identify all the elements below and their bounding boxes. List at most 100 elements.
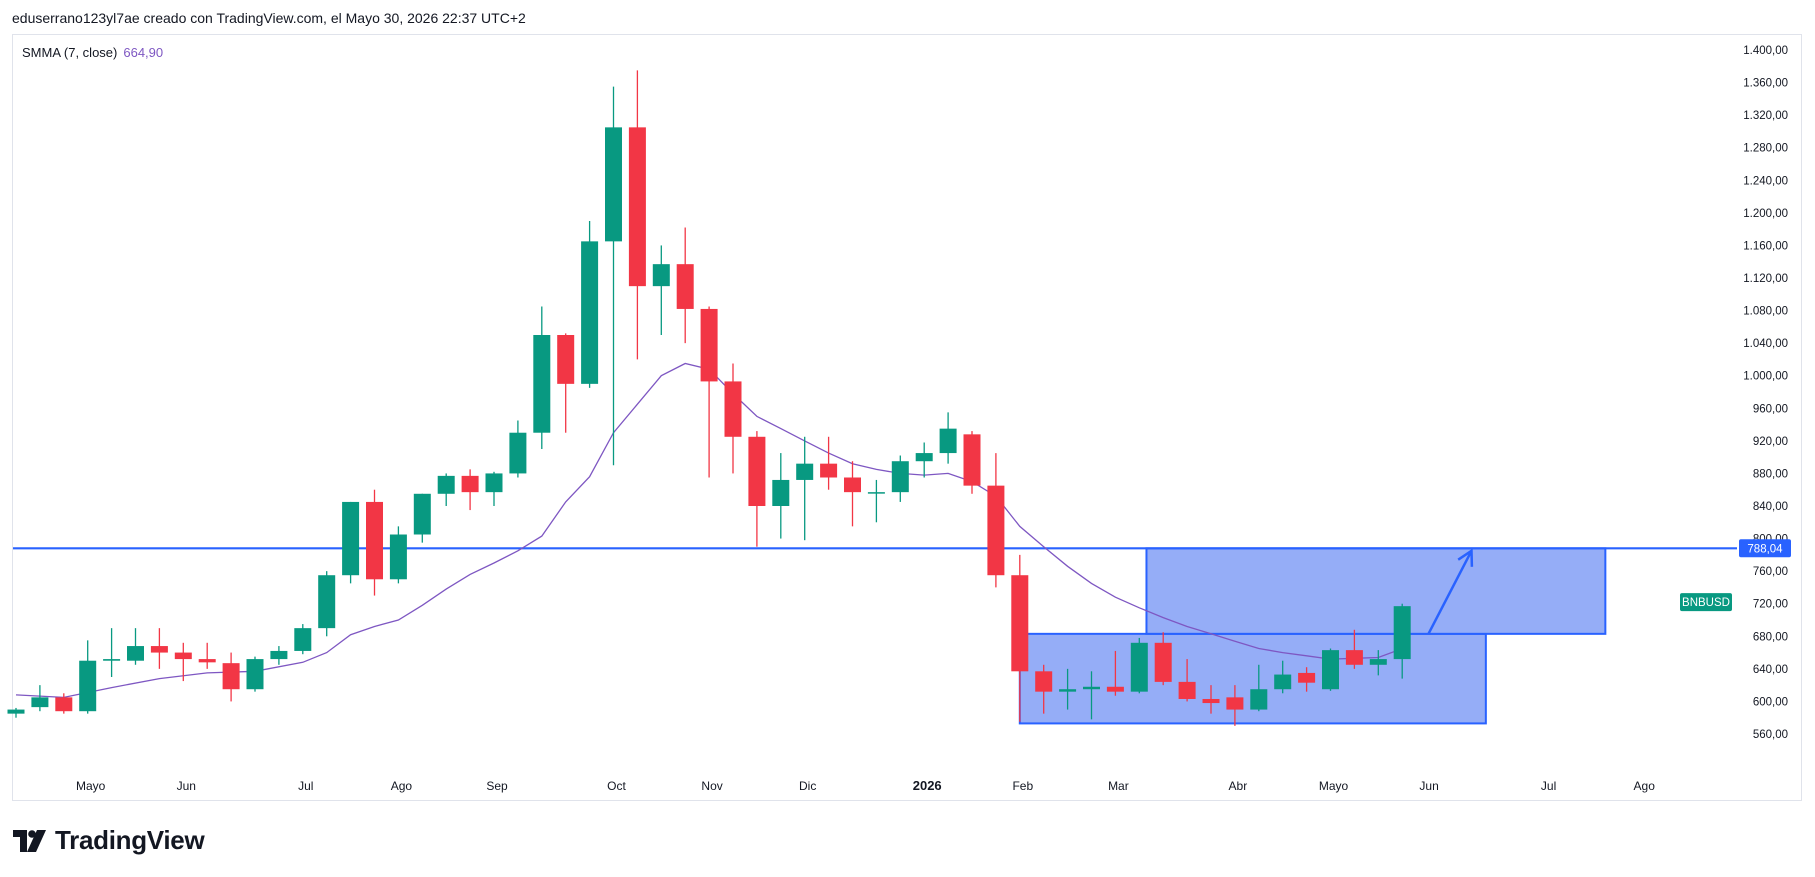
y-tick-label: 1.400,00 — [1743, 45, 1788, 57]
arrow-head — [1457, 548, 1474, 567]
candle-body — [939, 428, 957, 454]
candle — [1202, 685, 1220, 714]
candle-body — [796, 463, 814, 480]
candle — [820, 436, 838, 490]
candle — [748, 431, 766, 547]
candle — [533, 306, 551, 449]
candle-body — [294, 628, 312, 651]
candle-body — [270, 650, 288, 660]
candle — [55, 693, 73, 714]
candle-body — [413, 493, 431, 535]
candle — [581, 221, 599, 388]
candle — [1083, 671, 1100, 720]
candle-body — [676, 264, 694, 309]
candle-body — [533, 335, 551, 433]
y-tick-label: 1.080,00 — [1743, 306, 1788, 318]
candle-body — [605, 127, 622, 242]
candle — [31, 685, 49, 712]
candle — [7, 707, 25, 718]
candle-body — [222, 663, 240, 690]
y-tick-label: 680,00 — [1753, 631, 1788, 643]
y-tick-label: 560,00 — [1753, 729, 1788, 741]
candle-body — [1059, 689, 1077, 692]
candle-body — [79, 660, 97, 712]
y-tick-label: 1.280,00 — [1743, 143, 1788, 155]
rectangle-zone-2[interactable] — [1145, 547, 1607, 635]
candle — [628, 70, 646, 360]
x-tick-label: Jul — [1541, 779, 1556, 793]
candle — [389, 526, 407, 584]
x-tick-label: Ago — [1634, 779, 1656, 793]
candle — [509, 420, 527, 478]
candle — [437, 473, 455, 506]
y-tick-label: 720,00 — [1753, 599, 1788, 611]
candlestick-series — [7, 70, 1411, 726]
y-tick-label: 1.160,00 — [1743, 240, 1788, 252]
candle — [1226, 685, 1244, 726]
candle-body — [7, 709, 25, 714]
symbol-tag: BNBUSD — [1680, 593, 1732, 612]
candle — [963, 431, 981, 494]
candle — [676, 227, 694, 344]
x-tick-label: Dic — [799, 779, 816, 793]
candle-body — [963, 434, 981, 486]
candle — [557, 333, 575, 433]
candle — [1154, 632, 1172, 686]
candle-body — [31, 697, 49, 708]
candle-body — [485, 473, 503, 493]
candle — [174, 642, 192, 682]
candle-body — [246, 659, 264, 690]
candle-body — [1369, 659, 1387, 665]
y-tick-label: 600,00 — [1753, 696, 1788, 708]
candle — [1274, 660, 1292, 694]
candle-body — [891, 461, 909, 493]
candle-body — [150, 646, 168, 653]
tradingview-logo[interactable]: TradingView — [13, 825, 205, 856]
candle-body — [724, 381, 742, 437]
indicator-legend[interactable]: SMMA (7, close) 664,90 — [22, 45, 163, 60]
last-price-tag: 788,04 — [1739, 539, 1791, 558]
candle — [79, 640, 97, 714]
candle — [1345, 629, 1363, 669]
y-tick-label: 960,00 — [1753, 403, 1788, 415]
candle-body — [628, 127, 646, 287]
candle — [103, 628, 121, 677]
x-tick-label: Jun — [177, 779, 196, 793]
x-tick-label: Feb — [1012, 779, 1033, 793]
candle-body — [915, 453, 933, 462]
x-tick-label: Oct — [607, 779, 626, 793]
x-tick-label: Mar — [1108, 779, 1129, 793]
candle — [1130, 637, 1148, 694]
smma-series — [15, 362, 1403, 699]
candle — [342, 501, 360, 584]
tradingview-logo-text: TradingView — [55, 825, 205, 855]
candle — [652, 245, 670, 335]
x-tick-label: Jun — [1419, 779, 1438, 793]
candle — [891, 455, 909, 502]
candle-body — [1393, 606, 1411, 660]
candle — [772, 453, 790, 539]
candle-body — [1154, 642, 1172, 682]
arrow-drawing — [1427, 548, 1474, 635]
candle-body — [987, 485, 1005, 576]
chart-frame — [12, 34, 1802, 801]
candle-body — [652, 264, 670, 287]
candle-body — [820, 463, 838, 478]
candle — [1322, 648, 1339, 691]
y-tick-label: 1.320,00 — [1743, 110, 1788, 122]
candle-body — [1083, 686, 1100, 690]
candle-body — [581, 241, 599, 384]
y-tick-label: 640,00 — [1753, 664, 1788, 676]
candle-body — [461, 475, 479, 493]
candle — [294, 624, 312, 655]
candle-body — [772, 479, 790, 506]
chart-credit-header: eduserrano123yl7ae creado con TradingVie… — [12, 10, 526, 26]
candle-body — [867, 492, 885, 494]
candle — [1011, 554, 1029, 722]
candle-body — [198, 659, 216, 663]
y-tick-label: 920,00 — [1753, 436, 1788, 448]
y-tick-label: 1.120,00 — [1743, 273, 1788, 285]
indicator-name: SMMA (7, close) — [22, 45, 118, 60]
x-tick-label: Abr — [1229, 779, 1248, 793]
